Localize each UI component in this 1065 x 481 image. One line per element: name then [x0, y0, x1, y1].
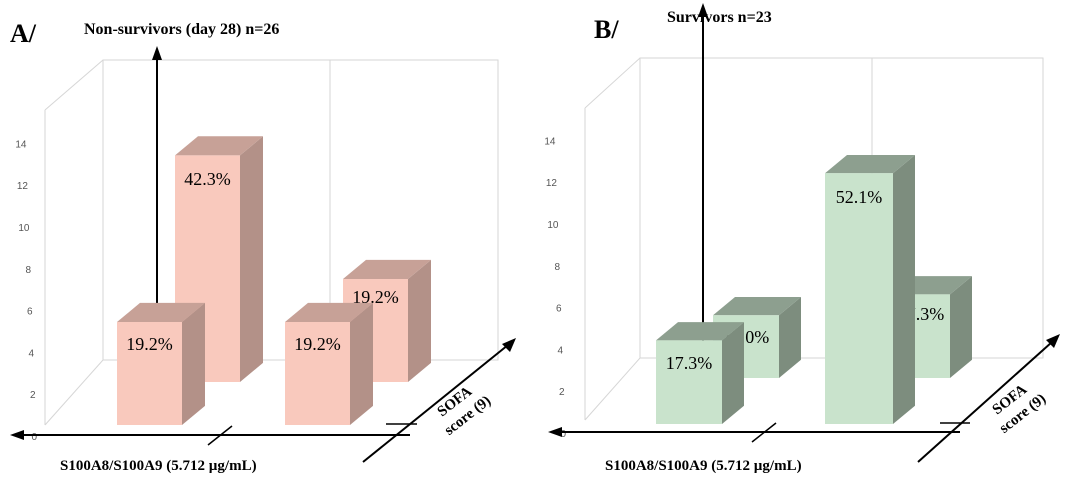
panel-b-y-axis-ticks: 0 2 4 6 8 10 12 14: [544, 136, 566, 440]
bar-data-label: 42.3%: [184, 169, 231, 189]
panel-b-x-axis-label: S100A8/S100A9 (5.712 µg/mL): [605, 458, 802, 474]
bar-front-face: [285, 322, 350, 425]
bar: 19.2%: [285, 302, 373, 425]
y-tick-label: 8: [25, 265, 31, 276]
y-tick-label: 0: [31, 432, 37, 443]
panel-a-grid: [44, 59, 499, 426]
bar-data-label: 52.1%: [836, 187, 883, 207]
panel-a-z-arrowhead: [502, 338, 516, 352]
panel-b-grid: [584, 57, 1044, 421]
panel-a-title: Non-survivors (day 28) n=26: [84, 21, 279, 38]
bar-top-face: [285, 302, 373, 322]
y-tick-label: 8: [554, 262, 560, 273]
bar-front-face: [656, 340, 722, 424]
bar-top-face: [175, 136, 263, 156]
bar: 52.1%: [825, 154, 915, 424]
panel-b-label: B/: [594, 15, 619, 44]
y-tick-label: 0: [560, 429, 566, 440]
bar-front-face: [825, 173, 893, 424]
y-tick-label: 12: [17, 181, 29, 192]
panel-b-z-axis-label: SOFA score (9): [990, 381, 1050, 436]
y-tick-label: 10: [547, 220, 559, 231]
panel-a-x-divider: [207, 425, 233, 446]
y-tick-label: 6: [556, 304, 562, 315]
bar-side-face: [950, 276, 972, 378]
bar-side-face: [350, 302, 373, 425]
bar-side-face: [722, 322, 744, 424]
bar-data-label: 19.2%: [294, 334, 341, 354]
y-tick-label: 12: [546, 178, 558, 189]
bar: 17.3%: [656, 322, 744, 424]
panel-a-label: A/: [10, 19, 37, 48]
bar-side-face: [240, 136, 263, 382]
panel-b-vertical-arrowhead: [698, 3, 708, 17]
bar-data-label: 19.2%: [352, 287, 399, 307]
panel-b-z-arrowhead: [1046, 334, 1060, 348]
panel-b-z-axis: [917, 341, 1053, 463]
y-tick-label: 14: [544, 136, 556, 147]
panel-a: A/ Non-survivors (day 28) n=26 0 2 4 6 8 10 12…: [10, 19, 516, 474]
y-tick-label: 6: [27, 307, 33, 318]
bar-top-face: [825, 154, 915, 174]
y-tick-label: 10: [18, 223, 30, 234]
panel-b-title: Survivors n=23: [667, 9, 772, 26]
panel-a-vertical-arrowhead: [152, 46, 162, 60]
bar-side-face: [779, 297, 801, 378]
panel-a-x-axis-label: S100A8/S100A9 (5.712 µg/mL): [60, 458, 257, 474]
bar-side-face: [893, 154, 915, 424]
bar-data-label: 17.3%: [666, 353, 713, 373]
bar-top-face: [117, 302, 205, 322]
bar-front-face: [117, 322, 182, 425]
panel-a-bars: 42.3% 19.2% 19.2% 19.2%: [117, 136, 431, 425]
bar-top-face: [343, 259, 431, 279]
bar-side-face: [182, 302, 205, 425]
panel-a-y-axis-ticks: 0 2 4 6 8 10 12 14: [15, 139, 37, 443]
y-tick-label: 4: [557, 345, 563, 356]
bar-side-face: [408, 259, 431, 382]
bar-data-label: 19.2%: [126, 334, 173, 354]
panel-a-z-axis: [362, 344, 509, 463]
y-tick-label: 4: [28, 348, 34, 359]
panel-b-x-divider: [751, 422, 777, 443]
panel-b-bars: 13.0%17.3%17.3%52.1%: [656, 154, 972, 424]
y-tick-label: 2: [559, 387, 565, 398]
y-tick-label: 14: [15, 139, 27, 150]
panel-a-x-arrowhead: [10, 430, 24, 440]
panel-b-x-arrowhead: [548, 427, 562, 437]
bar: 19.2%: [117, 302, 205, 425]
panel-a-z-axis-label: SOFA score (9): [435, 383, 495, 438]
bar-top-face: [656, 322, 744, 341]
y-tick-label: 2: [30, 390, 36, 401]
bar-top-face: [713, 297, 801, 316]
